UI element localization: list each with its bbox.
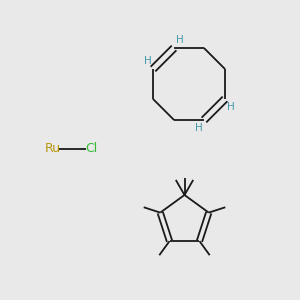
Text: Cl: Cl bbox=[85, 142, 98, 155]
Text: H: H bbox=[144, 56, 152, 66]
Text: Ru: Ru bbox=[44, 142, 61, 155]
Text: H: H bbox=[226, 102, 234, 112]
Text: H: H bbox=[195, 123, 203, 134]
Text: H: H bbox=[176, 34, 183, 45]
